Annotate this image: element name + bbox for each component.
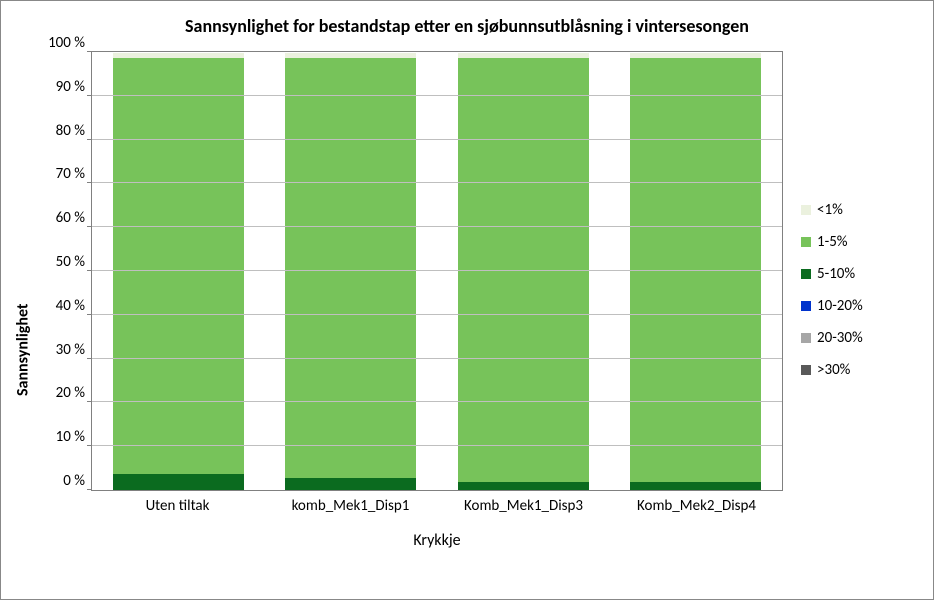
grid-line — [92, 358, 782, 359]
legend-label: 20-30% — [817, 329, 863, 347]
bars-group — [92, 52, 782, 490]
x-tick-2: Komb_Mek1_Disp3 — [437, 497, 610, 515]
bar-segment — [113, 58, 244, 474]
chart-body: Sannsynlighet 0 % 10 % 20 % 30 % 40 % 50… — [11, 51, 923, 589]
y-tick-10: 100 % — [48, 34, 85, 52]
legend: <1% 1-5% 5-10% 10-20% 20-30% >30% — [783, 51, 923, 589]
y-tick-6: 60 % — [56, 209, 85, 227]
bar-1 — [285, 53, 416, 490]
plot-frame: Uten tiltak komb_Mek1_Disp1 Komb_Mek1_Di… — [91, 51, 783, 589]
x-axis-ticks: Uten tiltak komb_Mek1_Disp1 Komb_Mek1_Di… — [91, 497, 783, 515]
legend-swatch — [801, 237, 811, 247]
y-tick-5: 50 % — [56, 253, 85, 271]
y-tick-mark — [87, 51, 92, 52]
y-tick-mark — [87, 489, 92, 490]
grid-line — [92, 95, 782, 96]
legend-swatch — [801, 205, 811, 215]
chart-container: Sannsynlighet for bestandstap etter en s… — [0, 0, 934, 600]
y-tick-mark — [87, 445, 92, 446]
y-axis-ticks: 0 % 10 % 20 % 30 % 40 % 50 % 60 % 70 % 8… — [35, 51, 91, 589]
bar-segment — [285, 478, 416, 490]
y-tick-mark — [87, 226, 92, 227]
grid-line — [92, 314, 782, 315]
y-tick-1: 10 % — [56, 428, 85, 446]
legend-swatch — [801, 301, 811, 311]
bar-segment — [458, 482, 589, 490]
grid-line — [92, 270, 782, 271]
grid-line — [92, 401, 782, 402]
y-tick-3: 30 % — [56, 341, 85, 359]
x-tick-0: Uten tiltak — [91, 497, 264, 515]
legend-item: 10-20% — [801, 297, 923, 315]
legend-item: 20-30% — [801, 329, 923, 347]
bar-slot — [92, 52, 265, 490]
plot-area — [91, 51, 783, 491]
grid-line — [92, 226, 782, 227]
y-tick-mark — [87, 139, 92, 140]
legend-item: 1-5% — [801, 233, 923, 251]
bar-segment — [113, 474, 244, 490]
chart-title: Sannsynlighet for bestandstap etter en s… — [1, 1, 933, 37]
y-tick-2: 20 % — [56, 384, 85, 402]
legend-label: >30% — [817, 361, 850, 379]
y-tick-mark — [87, 401, 92, 402]
legend-swatch — [801, 365, 811, 375]
legend-swatch — [801, 269, 811, 279]
grid-line — [92, 182, 782, 183]
legend-label: <1% — [817, 201, 843, 219]
bar-slot — [610, 52, 783, 490]
bar-slot — [265, 52, 438, 490]
y-tick-mark — [87, 270, 92, 271]
x-tick-3: Komb_Mek2_Disp4 — [610, 497, 783, 515]
legend-swatch — [801, 333, 811, 343]
x-axis-label: Krykkje — [91, 531, 783, 550]
y-tick-mark — [87, 95, 92, 96]
bar-0 — [113, 53, 244, 490]
grid-line — [92, 139, 782, 140]
y-axis-label: Sannsynlighet — [11, 51, 35, 589]
y-tick-7: 70 % — [56, 165, 85, 183]
y-tick-9: 90 % — [56, 78, 85, 96]
y-tick-4: 40 % — [56, 297, 85, 315]
bar-segment — [285, 58, 416, 478]
y-tick-0: 0 % — [63, 472, 85, 490]
y-tick-mark — [87, 314, 92, 315]
legend-item: <1% — [801, 201, 923, 219]
y-tick-mark — [87, 358, 92, 359]
grid-line — [92, 445, 782, 446]
y-tick-mark — [87, 182, 92, 183]
y-tick-8: 80 % — [56, 122, 85, 140]
bar-segment — [630, 482, 761, 490]
bar-2 — [458, 53, 589, 490]
legend-label: 10-20% — [817, 297, 863, 315]
bar-slot — [437, 52, 610, 490]
legend-label: 1-5% — [817, 233, 848, 251]
legend-item: >30% — [801, 361, 923, 379]
legend-item: 5-10% — [801, 265, 923, 283]
bar-3 — [630, 53, 761, 490]
x-tick-1: komb_Mek1_Disp1 — [264, 497, 437, 515]
legend-label: 5-10% — [817, 265, 855, 283]
